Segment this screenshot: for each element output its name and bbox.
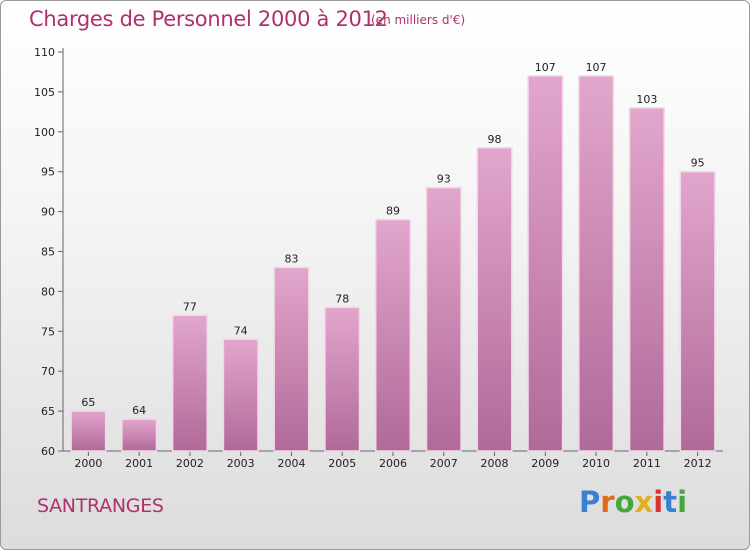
bar-2008 <box>476 147 513 452</box>
x-tick-label-2002: 2002 <box>176 457 204 470</box>
data-label-2011: 103 <box>636 93 657 106</box>
data-label-2001: 64 <box>132 404 146 417</box>
bar-2010 <box>578 75 615 452</box>
bar-2003 <box>222 338 259 452</box>
x-tick-label-2004: 2004 <box>277 457 305 470</box>
proxiti-logo: Proxiti <box>579 485 687 519</box>
bar-2000 <box>70 410 107 452</box>
chart-subtitle: (en milliers d'€) <box>371 13 466 27</box>
x-tick-label-2006: 2006 <box>379 457 407 470</box>
y-tick-label: 60 <box>41 445 55 458</box>
data-label-2008: 98 <box>488 133 502 146</box>
data-label-2004: 83 <box>284 252 298 265</box>
y-tick-label: 75 <box>41 325 55 338</box>
logo-letter: t <box>663 485 678 519</box>
x-tick-label-2005: 2005 <box>328 457 356 470</box>
y-tick-label: 65 <box>41 405 55 418</box>
bar-2011 <box>628 107 665 452</box>
x-tick-label-2003: 2003 <box>227 457 255 470</box>
y-tick-label: 90 <box>41 206 55 219</box>
x-tick-label-2007: 2007 <box>430 457 458 470</box>
y-tick-label: 70 <box>41 365 55 378</box>
data-label-2012: 95 <box>691 157 705 170</box>
x-tick-label-2012: 2012 <box>684 457 712 470</box>
x-tick-label-2009: 2009 <box>531 457 559 470</box>
bar-2012 <box>679 170 716 452</box>
x-tick-label-2008: 2008 <box>481 457 509 470</box>
bar-2002 <box>171 314 208 452</box>
x-tick-label-2001: 2001 <box>125 457 153 470</box>
logo-letter: r <box>600 485 615 519</box>
logo-letter: i <box>677 485 688 519</box>
logo-letter: i <box>653 485 664 519</box>
chart-title: Charges de Personnel 2000 à 2012 <box>29 7 388 31</box>
x-tick-label-2000: 2000 <box>74 457 102 470</box>
logo-letter: P <box>579 485 601 519</box>
y-tick-label: 105 <box>34 86 55 99</box>
y-tick-label: 100 <box>34 126 55 139</box>
data-label-2010: 107 <box>586 61 607 74</box>
data-label-2006: 89 <box>386 205 400 218</box>
x-tick-label-2010: 2010 <box>582 457 610 470</box>
data-label-2007: 93 <box>437 173 451 186</box>
bar-2004 <box>273 266 310 452</box>
logo-letter: o <box>614 485 635 519</box>
y-tick-label: 95 <box>41 166 55 179</box>
bar-2001 <box>121 418 158 452</box>
bar-2005 <box>324 306 361 452</box>
commune-name: SANTRANGES <box>37 495 164 517</box>
y-tick-label: 110 <box>34 46 55 59</box>
data-label-2002: 77 <box>183 300 197 313</box>
y-tick-label: 85 <box>41 246 55 259</box>
logo-letter: x <box>634 485 654 519</box>
bar-2006 <box>374 218 412 452</box>
data-label-2000: 65 <box>81 396 95 409</box>
bar-2007 <box>425 186 462 452</box>
x-tick-label-2011: 2011 <box>633 457 661 470</box>
bar-2009 <box>527 75 564 452</box>
data-label-2005: 78 <box>335 292 349 305</box>
data-label-2009: 107 <box>535 61 556 74</box>
data-label-2003: 74 <box>234 324 248 337</box>
y-tick-label: 80 <box>41 285 55 298</box>
